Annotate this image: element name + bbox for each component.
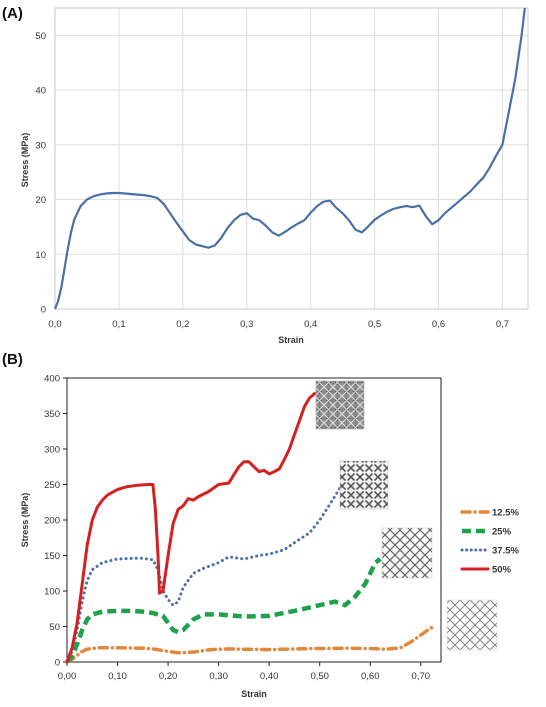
panel-a-y-axis-title: Stress (MPa) (20, 133, 30, 188)
panel-a-x-tick-label: 0,1 (112, 319, 125, 330)
legend-label: 37.5% (492, 546, 519, 557)
panel-b: (B) 0 50 100 150 200 250 300 350 400 0,00 0,10 0,20… (2, 351, 519, 699)
panel-b-series-line-1 (65, 557, 382, 664)
panel-b-tick-labels: 0 50 100 150 200 250 300 350 400 0,00 0,10 0,20 0,30… (44, 374, 430, 683)
panel-b-y-axis-title: Stress (MPa) (20, 493, 30, 548)
panel-b-y-tick-label: 100 (44, 587, 60, 598)
panel-b-y-tick-label: 250 (44, 480, 60, 491)
panel-b-label: (B) (2, 351, 23, 368)
panel-b-x-tick-label: 0,70 (412, 671, 431, 682)
lattice-12-5-image (446, 599, 498, 651)
panel-b-y-tick-label: 200 (44, 516, 60, 527)
panel-a-x-tick-label: 0,5 (368, 319, 381, 330)
panel-a-x-tick-label: 0,6 (432, 319, 445, 330)
panel-a-x-axis-title: Strain (278, 335, 304, 345)
legend-label: 50% (492, 565, 512, 576)
panel-a-y-tick-label: 30 (35, 140, 46, 151)
panel-b-y-tick-label: 0 (55, 658, 60, 669)
panel-a-y-tick-label: 10 (35, 250, 46, 261)
panel-a-gridlines (54, 8, 528, 310)
panel-b-y-tick-label: 300 (44, 445, 60, 456)
panel-a-plot-frame (54, 7, 529, 310)
panel-a-x-tick-label: 0,7 (496, 319, 509, 330)
panel-b-x-tick-label: 0,10 (108, 671, 127, 682)
panel-b-y-tick-label: 400 (44, 374, 60, 385)
panel-a-stress-strain-line (53, 7, 526, 310)
panel-b-x-tick-label: 0,20 (159, 671, 178, 682)
panel-a-x-tick-label: 0,3 (240, 319, 253, 330)
panel-b-series (65, 392, 438, 664)
panel-a-x-tick-label: 0,2 (176, 319, 189, 330)
panel-b-x-axis-title: Strain (241, 689, 267, 699)
panel-b-y-tick-label: 150 (44, 551, 60, 562)
panel-a-y-tick-label: 50 (35, 31, 46, 42)
panel-a-label: (A) (2, 5, 23, 22)
panel-b-series-line-3 (65, 392, 317, 664)
panel-a-y-tick-label: 20 (35, 195, 46, 206)
panel-b-x-tick-label: 0,30 (209, 671, 228, 682)
panel-b-series-line-2 (65, 486, 342, 664)
panel-b-y-tick-label: 350 (44, 409, 60, 420)
panel-b-x-tick-label: 0,40 (260, 671, 279, 682)
panel-b-plot-frame (66, 377, 442, 663)
panel-a-tick-labels: 0 10 20 30 40 50 0,0 0,1 0,2 0,3 0,4 0,5 0,6 0,7 (35, 31, 509, 330)
panel-b-x-tick-label: 0,60 (361, 671, 380, 682)
panel-b-legend: 12.5% 25% 37.5% 50% (460, 508, 519, 576)
panel-a-x-tick-label: 0,4 (304, 319, 317, 330)
panel-a-series (53, 7, 526, 310)
lattice-37-5-image (339, 460, 389, 510)
legend-label: 25% (492, 527, 512, 538)
panel-b-x-tick-label: 0,50 (310, 671, 329, 682)
panel-b-y-tick-label: 50 (49, 622, 60, 633)
lattice-50-image (315, 380, 365, 430)
panel-a-y-tick-label: 0 (41, 305, 46, 316)
panel-a-x-tick-label: 0,0 (48, 319, 61, 330)
legend-label: 12.5% (492, 508, 519, 519)
panel-b-x-tick-label: 0,00 (58, 671, 77, 682)
lattice-25-image (381, 527, 433, 579)
panel-a-y-tick-label: 40 (35, 86, 46, 97)
panel-b-series-line-0 (65, 624, 438, 664)
